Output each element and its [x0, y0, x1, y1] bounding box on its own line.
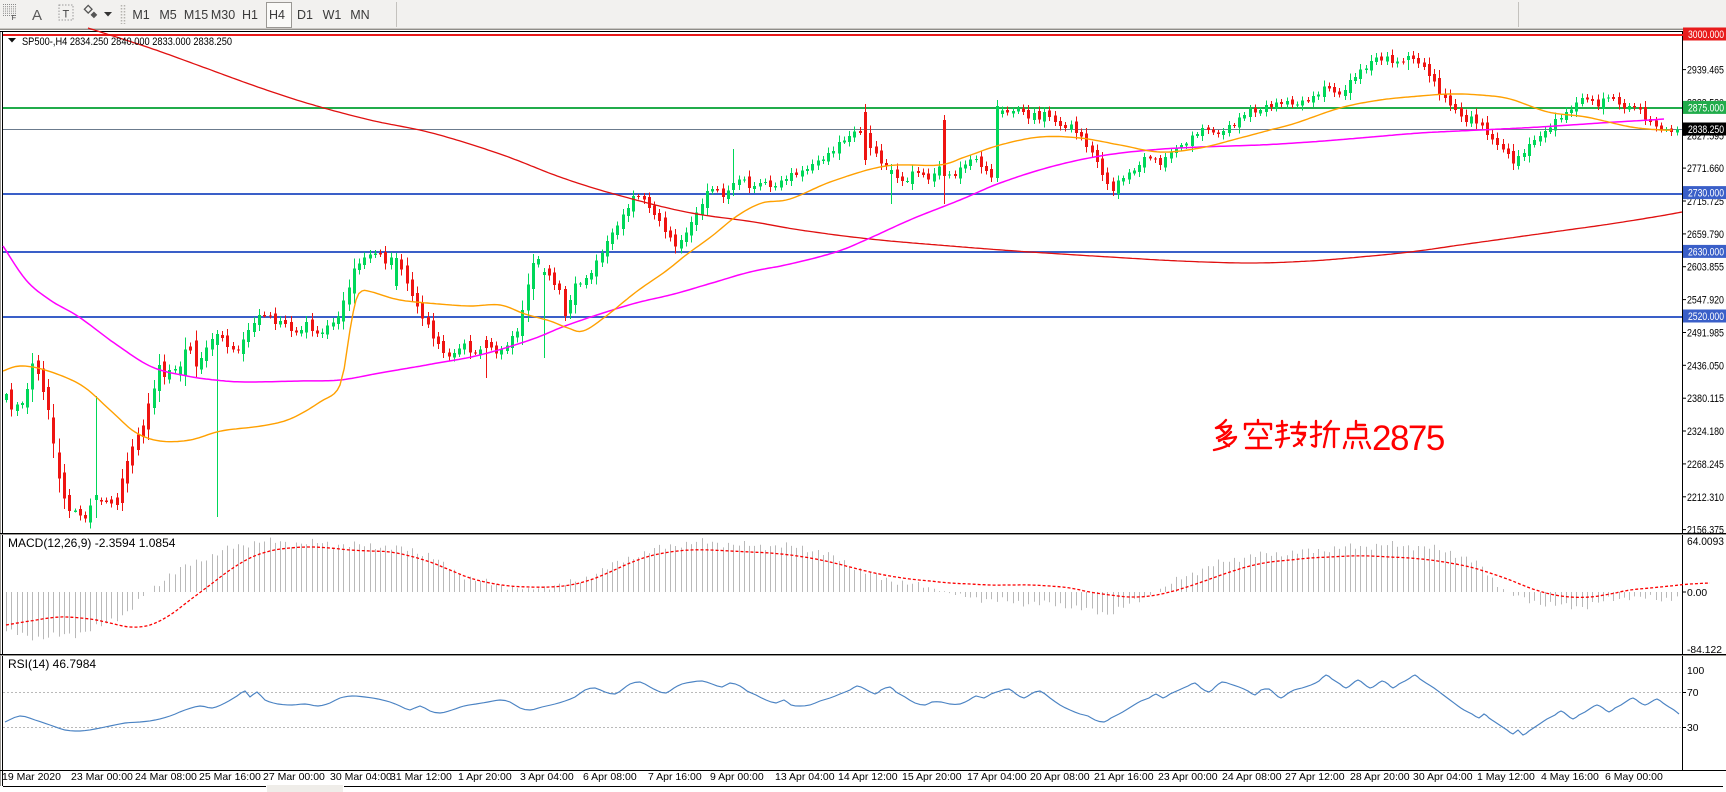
- svg-text:3 Apr 04:00: 3 Apr 04:00: [520, 771, 574, 783]
- svg-text:6 Apr 08:00: 6 Apr 08:00: [583, 771, 637, 783]
- svg-text:M15: M15: [184, 8, 208, 22]
- svg-text:M30: M30: [211, 8, 235, 22]
- svg-text:H4: H4: [269, 8, 285, 22]
- svg-text:9 Apr 00:00: 9 Apr 00:00: [710, 771, 764, 783]
- svg-text:30 Mar 04:00: 30 Mar 04:00: [330, 771, 392, 783]
- svg-text:30: 30: [1687, 723, 1699, 734]
- svg-text:2730.000: 2730.000: [1688, 188, 1724, 200]
- svg-text:28 Apr 20:00: 28 Apr 20:00: [1350, 771, 1410, 783]
- svg-text:M5: M5: [159, 8, 176, 22]
- svg-text:24 Mar 08:00: 24 Mar 08:00: [135, 771, 197, 783]
- svg-text:2939.465: 2939.465: [1687, 65, 1724, 77]
- svg-text:13 Apr 04:00: 13 Apr 04:00: [775, 771, 835, 783]
- svg-text:20 Apr 08:00: 20 Apr 08:00: [1030, 771, 1090, 783]
- svg-text:A: A: [32, 7, 42, 24]
- svg-text:1 May 12:00: 1 May 12:00: [1477, 771, 1535, 783]
- svg-text:100: 100: [1687, 666, 1704, 677]
- svg-text:2838.250: 2838.250: [1688, 124, 1724, 136]
- svg-text:2603.855: 2603.855: [1687, 262, 1724, 274]
- svg-text:15 Apr 20:00: 15 Apr 20:00: [902, 771, 962, 783]
- svg-text:3000.000: 3000.000: [1688, 29, 1724, 41]
- svg-text:2630.000: 2630.000: [1688, 246, 1724, 258]
- svg-text:M1: M1: [132, 8, 149, 22]
- svg-text:MACD(12,26,9) -2.3594 1.0854: MACD(12,26,9) -2.3594 1.0854: [8, 536, 176, 550]
- svg-text:1 Apr 20:00: 1 Apr 20:00: [458, 771, 512, 783]
- svg-text:4 May 16:00: 4 May 16:00: [1541, 771, 1599, 783]
- svg-text:2771.660: 2771.660: [1687, 163, 1724, 175]
- svg-text:T: T: [63, 9, 70, 21]
- svg-text:2212.310: 2212.310: [1687, 492, 1724, 504]
- svg-text:W1: W1: [323, 8, 342, 22]
- svg-text:70: 70: [1687, 688, 1699, 699]
- svg-text:2875: 2875: [1372, 419, 1444, 458]
- svg-text:31 Mar 12:00: 31 Mar 12:00: [390, 771, 452, 783]
- svg-text:2547.920: 2547.920: [1687, 295, 1724, 307]
- svg-text:19 Mar 2020: 19 Mar 2020: [2, 771, 61, 783]
- svg-text:7 Apr 16:00: 7 Apr 16:00: [648, 771, 702, 783]
- svg-text:2875.000: 2875.000: [1688, 102, 1724, 114]
- svg-text:27 Apr 12:00: 27 Apr 12:00: [1285, 771, 1345, 783]
- svg-text:23 Mar 00:00: 23 Mar 00:00: [71, 771, 133, 783]
- svg-text:SP500-,H4 2834.250 2840.000 2: SP500-,H4 2834.250 2840.000 2833.000 283…: [22, 36, 232, 48]
- svg-text:H1: H1: [242, 8, 258, 22]
- svg-text:25 Mar 16:00: 25 Mar 16:00: [199, 771, 261, 783]
- svg-text:2268.245: 2268.245: [1687, 459, 1724, 471]
- svg-text:6 May 00:00: 6 May 00:00: [1605, 771, 1663, 783]
- svg-text:2436.050: 2436.050: [1687, 360, 1724, 372]
- svg-text:14 Apr 12:00: 14 Apr 12:00: [838, 771, 898, 783]
- svg-text:2324.180: 2324.180: [1687, 426, 1724, 438]
- svg-text:0.00: 0.00: [1687, 588, 1707, 599]
- svg-text:24 Apr 08:00: 24 Apr 08:00: [1222, 771, 1282, 783]
- svg-text:21 Apr 16:00: 21 Apr 16:00: [1094, 771, 1154, 783]
- svg-text:2520.000: 2520.000: [1688, 311, 1724, 323]
- svg-text:F: F: [12, 13, 17, 22]
- svg-text:2491.985: 2491.985: [1687, 328, 1724, 340]
- svg-text:2659.790: 2659.790: [1687, 229, 1724, 241]
- svg-text:17 Apr 04:00: 17 Apr 04:00: [967, 771, 1027, 783]
- svg-text:D1: D1: [297, 8, 313, 22]
- svg-text:RSI(14) 46.7984: RSI(14) 46.7984: [8, 657, 96, 671]
- svg-text:-84.122: -84.122: [1687, 645, 1722, 656]
- svg-text:MN: MN: [350, 8, 369, 22]
- svg-text:27 Mar 00:00: 27 Mar 00:00: [263, 771, 325, 783]
- svg-text:30 Apr 04:00: 30 Apr 04:00: [1413, 771, 1473, 783]
- svg-text:2380.115: 2380.115: [1687, 393, 1724, 405]
- svg-text:64.0093: 64.0093: [1687, 536, 1724, 548]
- svg-text:23 Apr 00:00: 23 Apr 00:00: [1158, 771, 1218, 783]
